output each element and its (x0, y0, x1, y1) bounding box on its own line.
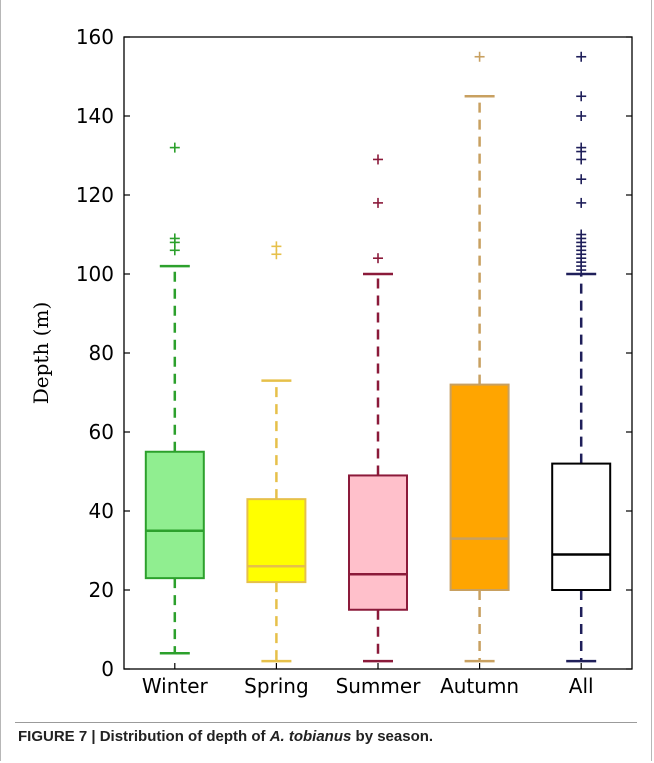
outlier-point (373, 197, 383, 208)
box-winter (144, 142, 205, 655)
x-tick-label: Spring (244, 674, 309, 698)
y-tick-label: 100 (76, 262, 114, 286)
outlier-point (373, 154, 383, 165)
outlier-point (576, 111, 587, 121)
y-tick-label: 140 (76, 104, 114, 128)
x-tick-label: Summer (336, 674, 422, 698)
outlier-point (576, 142, 587, 153)
caption-separator (15, 722, 637, 723)
outlier-point (576, 51, 587, 62)
box-iqr (246, 498, 307, 584)
box-iqr (348, 474, 408, 611)
box-iqr (144, 450, 205, 580)
caption-species: A. tobianus (269, 728, 352, 745)
caption-label: FIGURE 7 | Distribution of depth of (18, 728, 270, 745)
box-autumn (449, 51, 510, 663)
outlier-point (576, 197, 587, 208)
outlier-point (576, 174, 587, 185)
y-tick-label: 80 (89, 341, 114, 365)
y-tick-label: 20 (89, 578, 114, 602)
plot-layer (124, 36, 632, 670)
box-summer (348, 154, 408, 663)
y-tick-label: 60 (89, 420, 114, 444)
outlier-point (169, 233, 180, 244)
box-all (551, 51, 612, 663)
plot-frame (123, 36, 633, 670)
outlier-point (576, 91, 587, 102)
box-iqr (551, 462, 612, 592)
y-tick-label: 0 (101, 657, 114, 681)
outlier-point (474, 51, 485, 62)
outlier-point (373, 253, 383, 264)
outlier-point (271, 241, 282, 252)
box-plot-chart: Depth (m) 0 20 40 60 80 100 120 140 160 Winter Spr… (29, 25, 633, 698)
outlier-point (169, 142, 180, 153)
x-tick-label: All (569, 674, 594, 698)
y-tick-label: 160 (76, 25, 114, 49)
y-tick-label: 120 (76, 183, 114, 207)
y-axis-title: Depth (m) (29, 302, 53, 405)
box-iqr (449, 383, 510, 591)
figure-caption: FIGURE 7 | Distribution of depth of A. t… (18, 728, 638, 745)
y-tick-label: 40 (89, 499, 114, 523)
caption-suffix: by season. (351, 728, 434, 745)
x-tick-label: Winter (142, 674, 209, 698)
x-tick-label: Autumn (440, 674, 519, 698)
outlier-point (576, 229, 587, 240)
box-spring (246, 241, 307, 663)
